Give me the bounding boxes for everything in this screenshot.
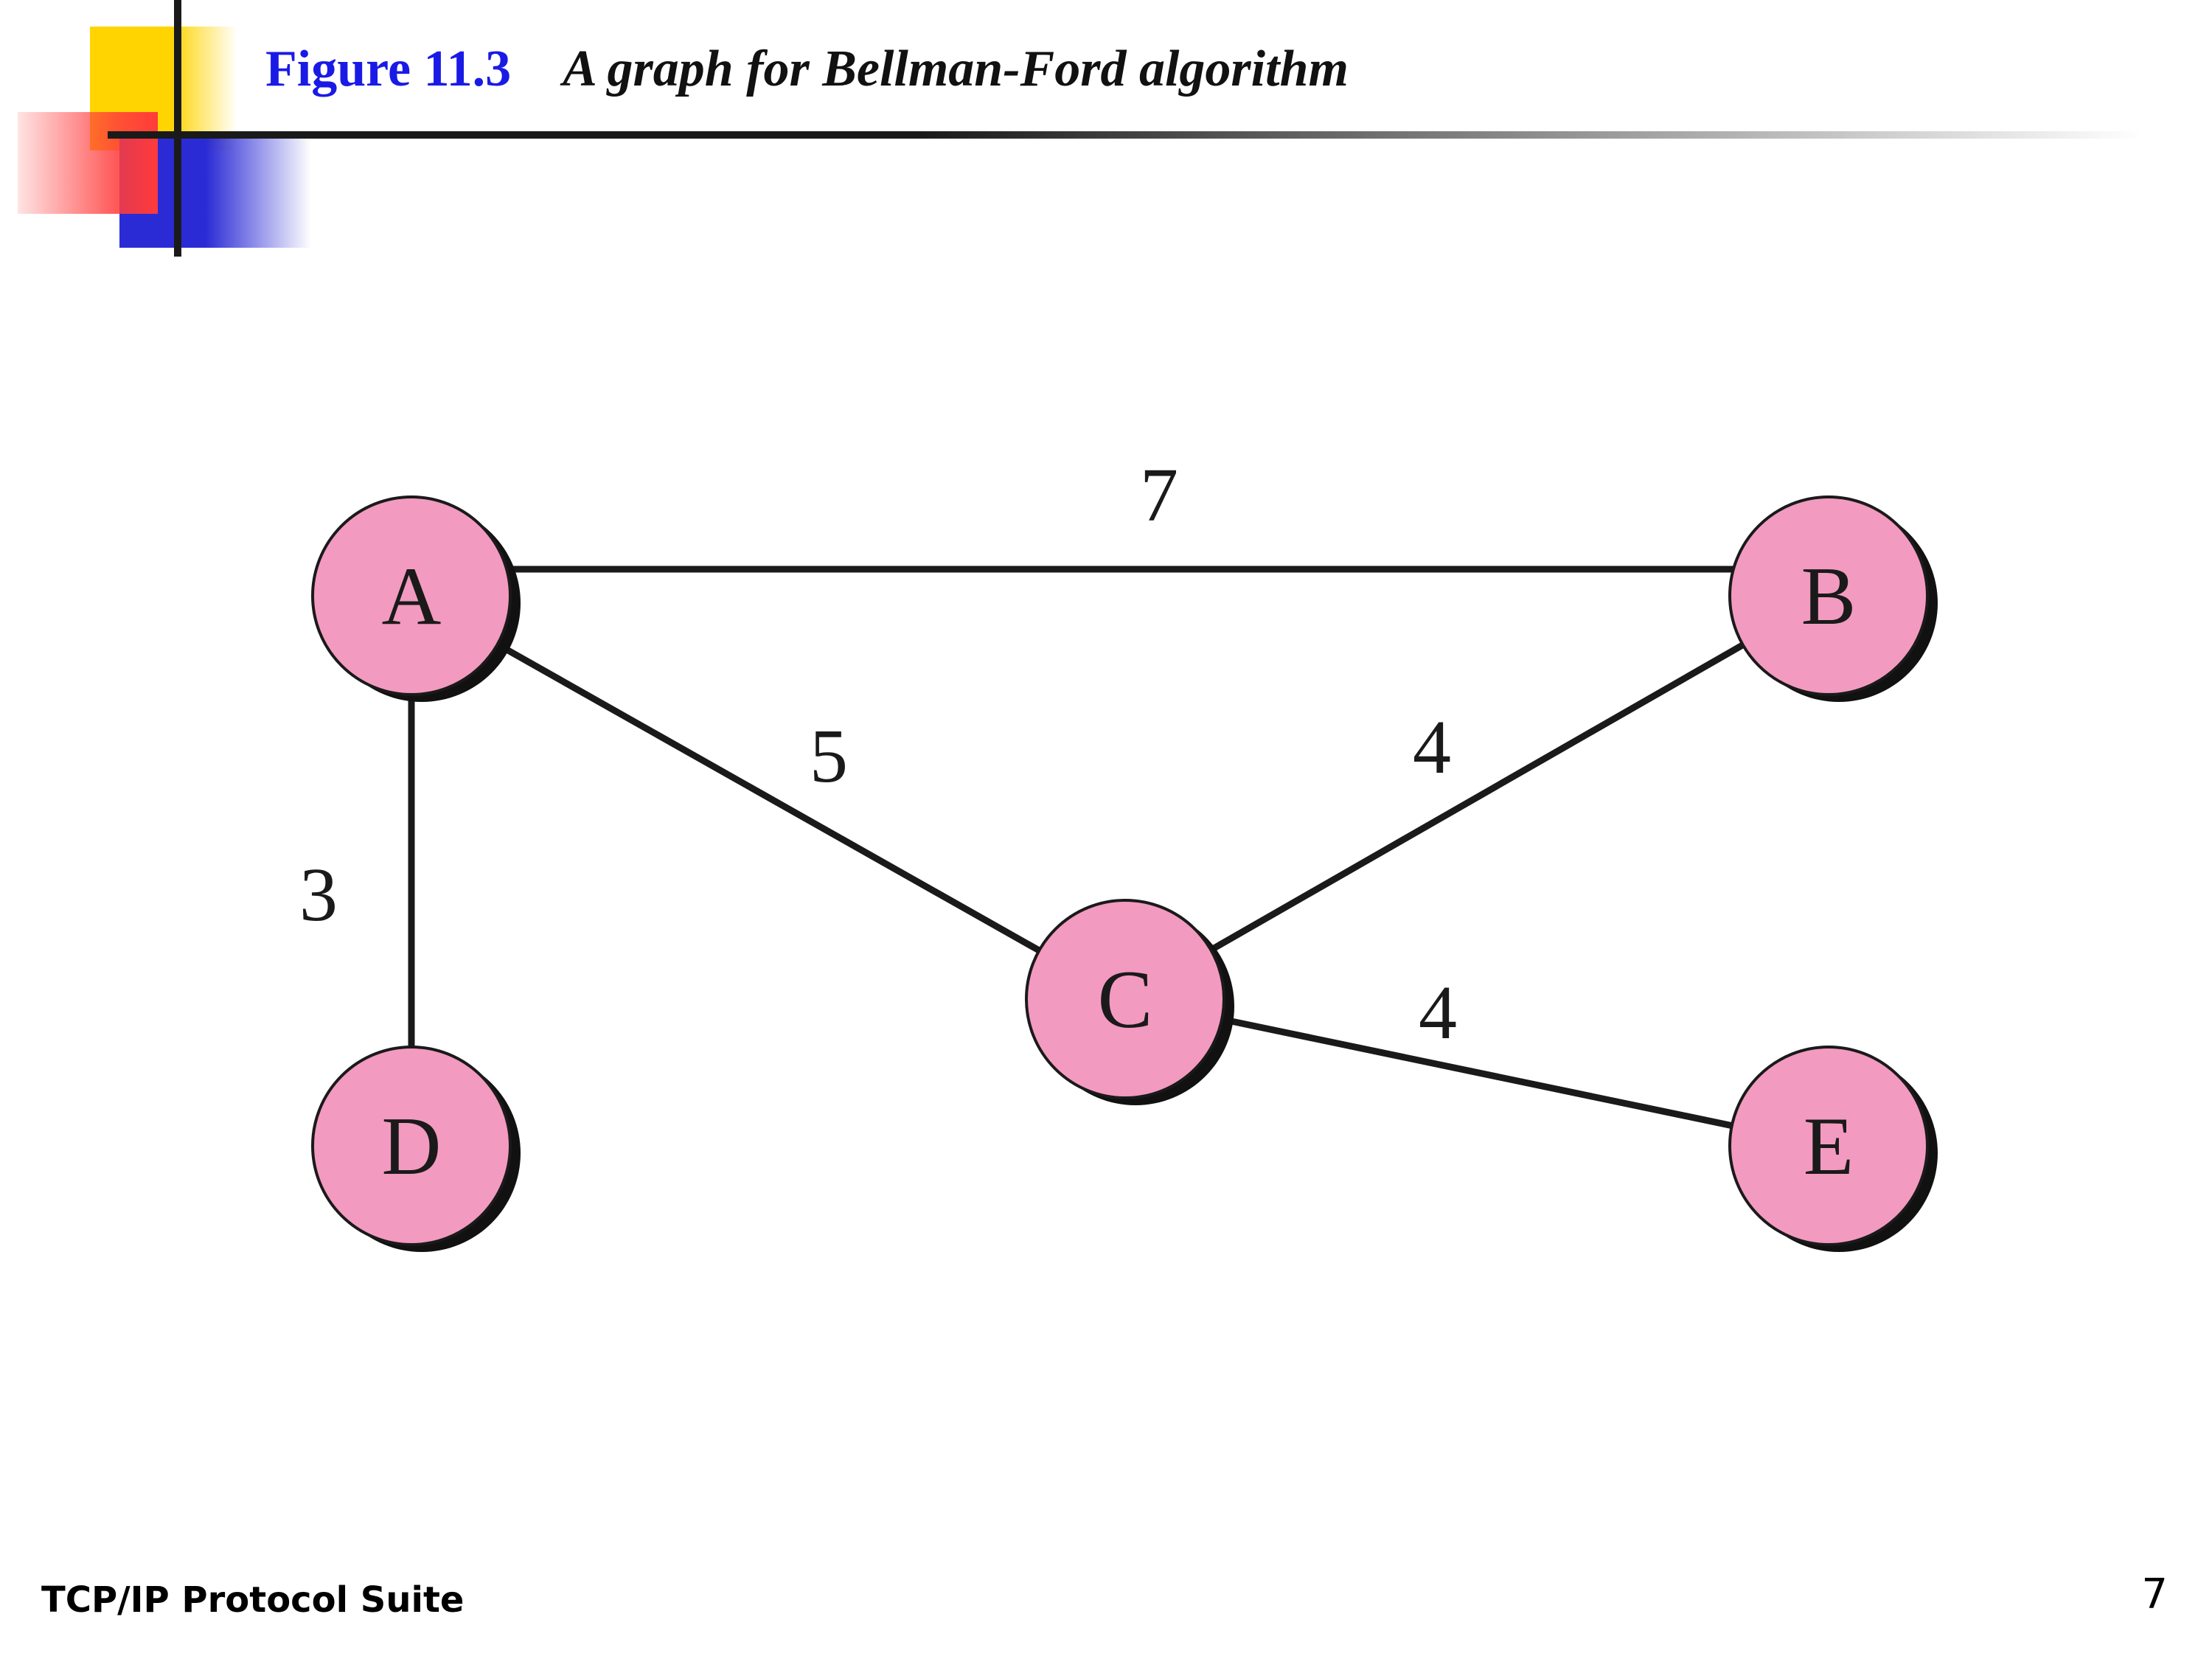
node-label-e: E: [1804, 1101, 1854, 1192]
title-underline: [108, 131, 2143, 139]
node-d: D: [311, 1046, 521, 1252]
weight-label-a-c: 5: [810, 714, 848, 799]
slide-title: Figure 11.3 A graph for Bellman-Ford algo…: [265, 32, 1349, 106]
weight-label-a-d: 3: [299, 852, 338, 937]
node-a: A: [311, 495, 521, 702]
edge-weights: 7 5 3 4 4: [299, 453, 1457, 1055]
weight-label-c-e: 4: [1419, 970, 1457, 1055]
node-label-a: A: [382, 551, 442, 642]
edges: [408, 566, 1832, 1150]
edge-c-e: [1121, 995, 1832, 1150]
edge-c-b: [1121, 592, 1832, 1003]
node-e: E: [1728, 1046, 1938, 1252]
node-circle: [1728, 1046, 1929, 1246]
page-number: 7: [2141, 1571, 2168, 1618]
edge-a-c: [408, 592, 1129, 1003]
node-b: B: [1728, 495, 1938, 702]
node-circle: [1025, 899, 1225, 1099]
node-label-b: B: [1801, 551, 1857, 642]
nodes: A B C D E: [311, 495, 1938, 1252]
figure-label: Figure 11.3: [265, 41, 512, 97]
node-circle: [311, 1046, 512, 1246]
weight-label-c-b: 4: [1413, 705, 1451, 790]
node-circle: [311, 495, 512, 696]
deco-vertical-line: [174, 0, 181, 257]
node-circle: [1728, 495, 1929, 696]
node-label-c: C: [1098, 954, 1153, 1046]
deco-red-square: [18, 112, 158, 214]
footer-text: TCP/IP Protocol Suite: [41, 1579, 465, 1621]
weight-label-a-b: 7: [1140, 453, 1178, 538]
figure-caption: A graph for Bellman-Ford algorithm: [563, 41, 1349, 97]
node-label-d: D: [382, 1101, 442, 1192]
node-c: C: [1025, 899, 1234, 1105]
